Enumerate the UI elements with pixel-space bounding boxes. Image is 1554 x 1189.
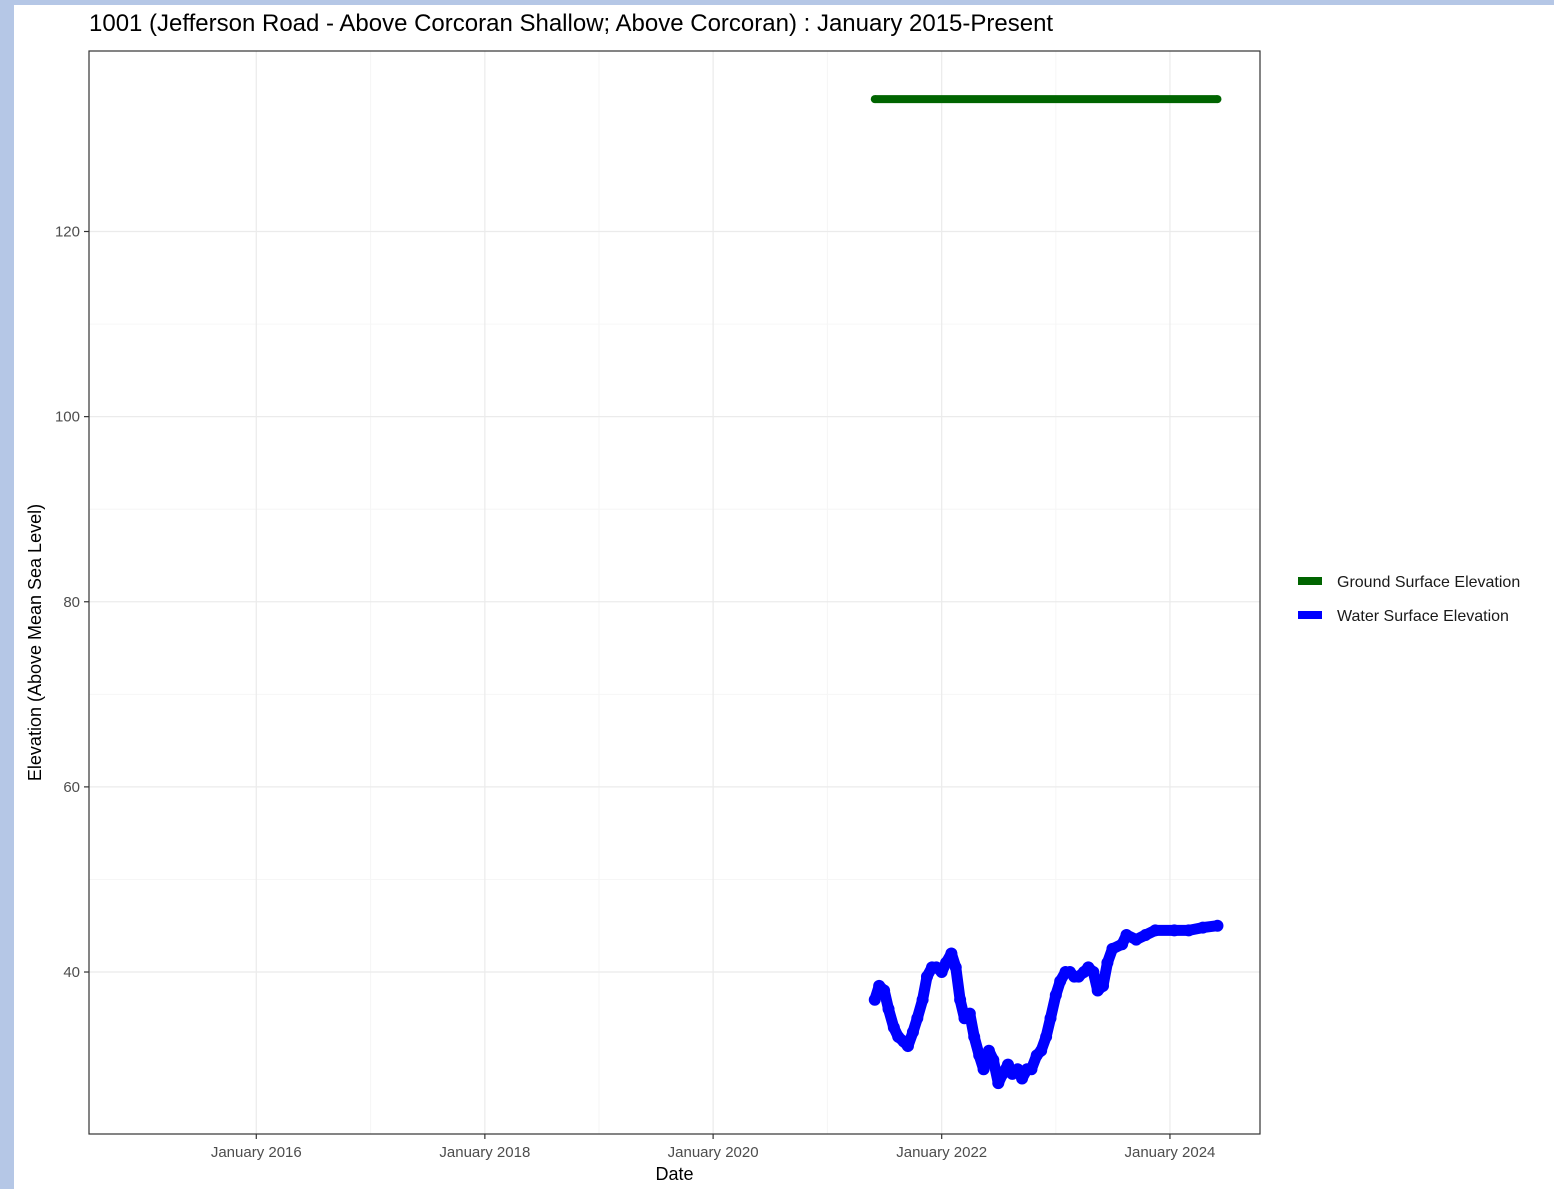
y-tick-label: 60 [63,779,80,796]
data-point-water [992,1077,1005,1090]
data-point-water [954,993,967,1006]
data-point-water [920,970,933,983]
y-tick-label: 100 [55,409,80,426]
data-point-water [1101,956,1114,969]
data-point-water [1016,1072,1029,1085]
data-point-water [973,1049,986,1062]
data-point-water [1196,921,1209,934]
chart-title: 1001 (Jefferson Road - Above Corcoran Sh… [89,10,1054,37]
data-point-water [1044,1012,1057,1025]
data-point-water [911,1012,924,1025]
data-point-water [1168,924,1181,937]
data-point-water [982,1044,995,1057]
data-point-water [916,993,929,1006]
data-point-water [945,947,958,960]
data-point-water [996,1067,1009,1080]
data-point-water [1130,933,1143,946]
data-point-water [963,1007,976,1020]
x-tick-label: January 2020 [668,1144,759,1161]
data-point-water [949,961,962,974]
data-point-water [977,1063,990,1076]
data-point-water [1011,1063,1024,1076]
legend: Ground Surface Elevation Water Surface El… [1298,574,1520,625]
data-point-water [1025,1063,1038,1076]
y-axis-title: Elevation (Above Mean Sea Level) [25,504,45,781]
data-point-water [1149,924,1162,937]
data-point-ground [870,95,879,104]
data-point-water [940,956,953,969]
y-tick-label: 40 [63,964,80,981]
data-point-water [1087,966,1100,979]
data-point-water [1054,975,1067,988]
data-point-water [935,966,948,979]
data-point-water [1182,924,1195,937]
data-point-water [1040,1030,1053,1043]
x-tick-label: January 2024 [1124,1144,1215,1161]
legend-label: Water Surface Elevation [1337,608,1509,625]
data-point-water [1001,1058,1014,1071]
data-point-ground [1213,95,1222,104]
legend-key-point [1306,611,1314,619]
y-tick-label: 120 [55,224,80,241]
y-tick-label: 80 [63,594,80,611]
data-point-water [882,1003,895,1016]
data-point-water [901,1040,914,1053]
legend-label: Ground Surface Elevation [1337,574,1520,591]
data-point-water [1049,989,1062,1002]
data-point-water [868,993,881,1006]
plot-border [88,50,1261,1135]
data-point-water [1211,919,1224,932]
data-point-water [1116,938,1129,951]
data-point-water [887,1021,900,1034]
data-point-water [1106,942,1119,955]
data-point-water [968,1030,981,1043]
data-point-water [1097,979,1110,992]
data-point-water [906,1026,919,1039]
data-point-water [878,984,891,997]
x-tick-label: January 2016 [211,1144,302,1161]
data-point-water [1035,1044,1048,1057]
data-point-water [1139,928,1152,941]
x-tick-label: January 2018 [439,1144,530,1161]
data-point-water [987,1053,1000,1066]
legend-key-point [1306,577,1314,585]
x-axis-title: Date [655,1164,693,1184]
x-tick-label: January 2022 [896,1144,987,1161]
data-point-water [1120,928,1133,941]
